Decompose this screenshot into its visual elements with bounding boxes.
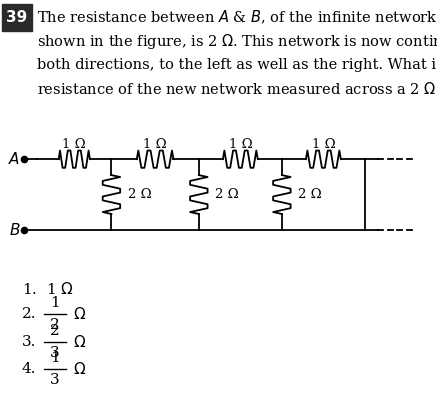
- Text: 1: 1: [50, 351, 59, 365]
- Text: 2 Ω: 2 Ω: [128, 188, 152, 201]
- Text: 39: 39: [7, 10, 28, 25]
- Text: both directions, to the left as well as the right. What is the: both directions, to the left as well as …: [37, 58, 437, 72]
- Text: The resistance between $A$ & $B$, of the infinite network: The resistance between $A$ & $B$, of the…: [37, 9, 437, 26]
- Text: $B$: $B$: [9, 222, 21, 238]
- Text: 4.: 4.: [22, 362, 36, 376]
- FancyBboxPatch shape: [2, 4, 32, 31]
- Text: 1: 1: [50, 296, 59, 310]
- Text: resistance of the new network measured across a 2 $\Omega$ resistor?: resistance of the new network measured a…: [37, 81, 437, 97]
- Text: 1 Ω: 1 Ω: [143, 138, 167, 151]
- Text: 2: 2: [50, 324, 59, 338]
- Text: 1 Ω: 1 Ω: [229, 138, 252, 151]
- Text: 1 Ω: 1 Ω: [312, 138, 335, 151]
- Text: 1.  1 $\Omega$: 1. 1 $\Omega$: [22, 281, 74, 297]
- Text: 2.: 2.: [22, 307, 36, 321]
- Text: 2: 2: [50, 318, 59, 332]
- Text: $A$: $A$: [8, 151, 21, 167]
- Text: 3: 3: [50, 373, 59, 387]
- Text: $\Omega$: $\Omega$: [73, 362, 87, 377]
- Text: 2 Ω: 2 Ω: [215, 188, 239, 201]
- Text: 3: 3: [50, 346, 59, 360]
- Text: $\Omega$: $\Omega$: [73, 334, 87, 350]
- Text: 1 Ω: 1 Ω: [62, 138, 86, 151]
- Text: $\Omega$: $\Omega$: [73, 307, 87, 322]
- Text: 3.: 3.: [22, 335, 36, 349]
- Text: shown in the figure, is 2 $\Omega$. This network is now continued in: shown in the figure, is 2 $\Omega$. This…: [37, 32, 437, 51]
- Text: 2 Ω: 2 Ω: [298, 188, 322, 201]
